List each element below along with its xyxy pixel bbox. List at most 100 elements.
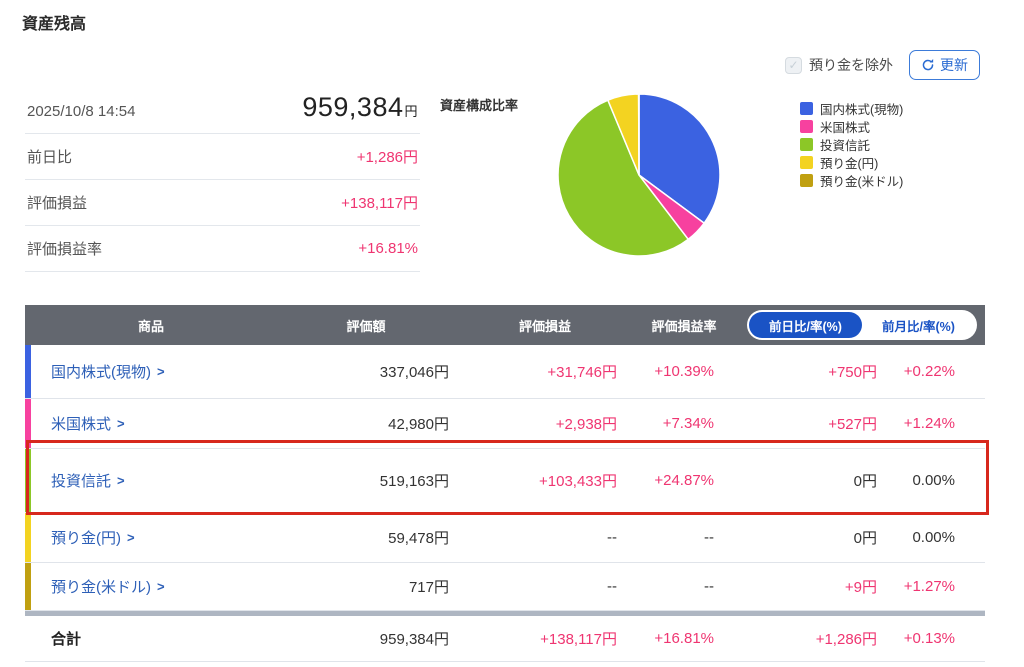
toggle-daily-option[interactable]: 前日比/率(%) (749, 312, 862, 338)
exclude-deposit-label: 預り金を除外 (809, 57, 893, 73)
legend-item: 預り金(米ドル) (800, 172, 904, 189)
header-pl: 評価損益 (518, 318, 571, 334)
day-change-value: +1,286円 (356, 149, 418, 166)
checkbox-icon[interactable]: ✓ (785, 56, 802, 74)
summary-row-valuation-pl-rate: 評価損益率 +16.81% (25, 226, 420, 272)
table-row-deposit-jpy[interactable]: 預り金(円) > 59,478円 -- -- 0円 0.00% (25, 513, 985, 563)
legend-item: 国内株式(現物) (800, 100, 904, 117)
header-amount: 評価額 (346, 318, 386, 334)
product-link-investment-trust[interactable]: 投資信託 > (31, 470, 271, 491)
asset-composition-pie-chart (557, 93, 721, 257)
chevron-right-icon: > (117, 416, 125, 431)
pie-slice-0 (638, 93, 721, 225)
product-label: 投資信託 (51, 473, 112, 490)
cell-amount: 59,478円 (388, 530, 449, 547)
table-row-deposit-usd[interactable]: 預り金(米ドル) > 717円 -- -- +9円 +1.27% (25, 563, 985, 611)
table-row-us-stocks[interactable]: 米国株式 > 42,980円 +2,938円 +7.34% +527円 +1.2… (25, 399, 985, 449)
total-unit: 円 (404, 104, 418, 119)
cell-daily-rate: +0.13% (903, 630, 955, 647)
row-color-bar (25, 345, 31, 398)
product-label: 国内株式(現物) (51, 364, 151, 381)
refresh-icon (922, 59, 934, 71)
summary-row-day-change: 前日比 +1,286円 (25, 134, 420, 180)
summary-row-valuation-pl: 評価損益 +138,117円 (25, 180, 420, 226)
cell-daily-rate: 0.00% (912, 472, 955, 489)
summary-header-row: 2025/10/8 14:54 959,384円 (25, 86, 420, 134)
comparison-toggle: 前日比/率(%) 前月比/率(%) (747, 310, 977, 340)
pie-slice-2 (557, 99, 690, 257)
legend-label: 国内株式(現物) (820, 102, 904, 117)
cell-daily-rate: +0.22% (903, 363, 955, 380)
cell-pl-rate: +10.39% (654, 363, 714, 380)
pie-chart-title: 資産構成比率 (440, 98, 519, 113)
cell-pl: +103,433円 (539, 473, 617, 490)
product-link-deposit-jpy[interactable]: 預り金(円) > (31, 527, 271, 548)
top-controls: ✓ 預り金を除外 更新 (785, 50, 980, 80)
legend-item: 預り金(円) (800, 154, 903, 171)
legend-swatch (800, 101, 813, 115)
legend-item: 投資信託 (800, 136, 903, 153)
summary-timestamp: 2025/10/8 14:54 (27, 103, 136, 120)
row-color-bar (25, 513, 31, 562)
cell-daily: +527円 (828, 416, 877, 433)
legend-item: 米国株式 (800, 118, 903, 135)
chevron-right-icon: > (127, 530, 135, 545)
cell-pl: -- (607, 529, 617, 546)
product-link-domestic-stocks[interactable]: 国内株式(現物) > (31, 361, 271, 382)
chevron-right-icon: > (117, 473, 125, 488)
cell-daily-rate: 0.00% (912, 529, 955, 546)
legend-label: 預り金(円) (820, 156, 879, 171)
valuation-pl-label: 評価損益 (27, 195, 88, 212)
legend-label: 預り金(米ドル) (820, 174, 904, 189)
cell-daily: +9円 (844, 579, 877, 596)
cell-daily: 0円 (853, 473, 877, 490)
product-link-deposit-usd[interactable]: 預り金(米ドル) > (31, 576, 271, 597)
legend-swatch (800, 119, 813, 133)
cell-daily: 0円 (853, 530, 877, 547)
total-amount: 959,384 (302, 92, 404, 122)
header-product: 商品 (137, 318, 164, 334)
table-row-investment-trust[interactable]: 投資信託 > 519,163円 +103,433円 +24.87% 0円 0.0… (25, 449, 985, 513)
cell-daily-rate: +1.24% (903, 415, 955, 432)
pie-chart-legend: 国内株式(現物) 米国株式 投資信託預り金(円) 預り金(米ドル) (800, 100, 904, 189)
table-row-domestic-stocks[interactable]: 国内株式(現物) > 337,046円 +31,746円 +10.39% +75… (25, 345, 985, 399)
cell-pl: +138,117円 (540, 631, 617, 648)
product-link-us-stocks[interactable]: 米国株式 > (31, 413, 271, 434)
table-row-total: 合計 959,384円 +138,117円 +16.81% +1,286円 +0… (25, 616, 985, 662)
legend-swatch (800, 137, 813, 151)
row-color-bar (25, 563, 31, 610)
page-title: 資産残高 (22, 16, 87, 33)
header-pl-rate: 評価損益率 (651, 318, 717, 334)
cell-daily-rate: +1.27% (903, 578, 955, 595)
refresh-button-label: 更新 (940, 57, 968, 73)
valuation-pl-rate-label: 評価損益率 (27, 241, 103, 258)
cell-pl-rate: -- (704, 578, 714, 595)
cell-pl-rate: +24.87% (654, 472, 714, 489)
legend-swatch (800, 173, 813, 187)
valuation-pl-rate-value: +16.81% (358, 240, 418, 257)
exclude-deposit-checkbox[interactable]: ✓ 預り金を除外 (785, 55, 893, 75)
highlighted-row-wrapper: 投資信託 > 519,163円 +103,433円 +24.87% 0円 0.0… (25, 440, 989, 515)
legend-label: 米国株式 (820, 120, 871, 135)
asset-table: 商品 評価額 評価損益 評価損益率 前日比/率(%) 前月比/率(%) 国内株式… (25, 305, 989, 662)
cell-pl: -- (607, 578, 617, 595)
summary-total-value: 959,384円 (302, 92, 418, 123)
chevron-right-icon: > (157, 579, 165, 594)
product-label: 預り金(米ドル) (51, 579, 151, 596)
cell-amount: 959,384円 (379, 631, 449, 648)
legend-swatch (800, 155, 813, 169)
toggle-monthly-option[interactable]: 前月比/率(%) (862, 312, 975, 338)
table-total-divider (25, 611, 985, 616)
cell-pl: +31,746円 (547, 364, 617, 381)
day-change-label: 前日比 (27, 149, 73, 166)
refresh-button[interactable]: 更新 (909, 50, 980, 80)
summary-panel: 2025/10/8 14:54 959,384円 前日比 +1,286円 評価損… (25, 86, 420, 272)
cell-pl-rate: +16.81% (654, 630, 714, 647)
cell-amount: 717円 (408, 579, 449, 596)
cell-daily: +1,286円 (815, 631, 877, 648)
cell-amount: 337,046円 (379, 364, 449, 381)
product-label: 預り金(円) (51, 530, 121, 547)
cell-amount: 519,163円 (379, 473, 449, 490)
valuation-pl-value: +138,117円 (341, 195, 418, 212)
